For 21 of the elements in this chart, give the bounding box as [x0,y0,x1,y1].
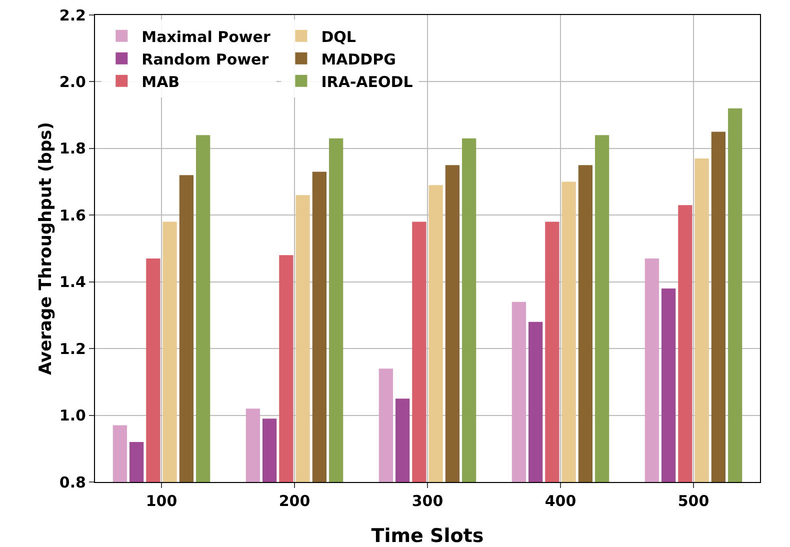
y-tick-label: 1.6 [59,206,86,224]
legend-label: DQL [321,28,356,46]
y-tick-label: 1.2 [59,340,86,358]
x-tick-label: 200 [278,492,310,510]
x-axis-title: Time Slots [371,525,484,547]
y-axis-title: Average Throughput (bps) [36,122,56,376]
x-tick-label: 100 [146,492,178,510]
legend-label: Random Power [142,50,270,68]
legend-label: MADDPG [321,50,396,68]
x-tick-label: 400 [544,492,576,510]
y-tick-label: 1.4 [59,273,86,292]
x-tick-label: 300 [412,492,444,510]
y-tick-label: 1.0 [59,406,86,425]
legend-label: MAB [142,72,180,91]
legend-label: Maximal Power [142,28,271,46]
x-tick-label: 500 [678,492,710,510]
y-tick-label: 0.8 [59,473,86,492]
legend-label: IRA-AEODL [321,72,414,91]
y-tick-label: 2.0 [59,72,86,91]
y-tick-label: 2.2 [59,6,86,24]
y-tick-label: 1.8 [59,140,86,158]
